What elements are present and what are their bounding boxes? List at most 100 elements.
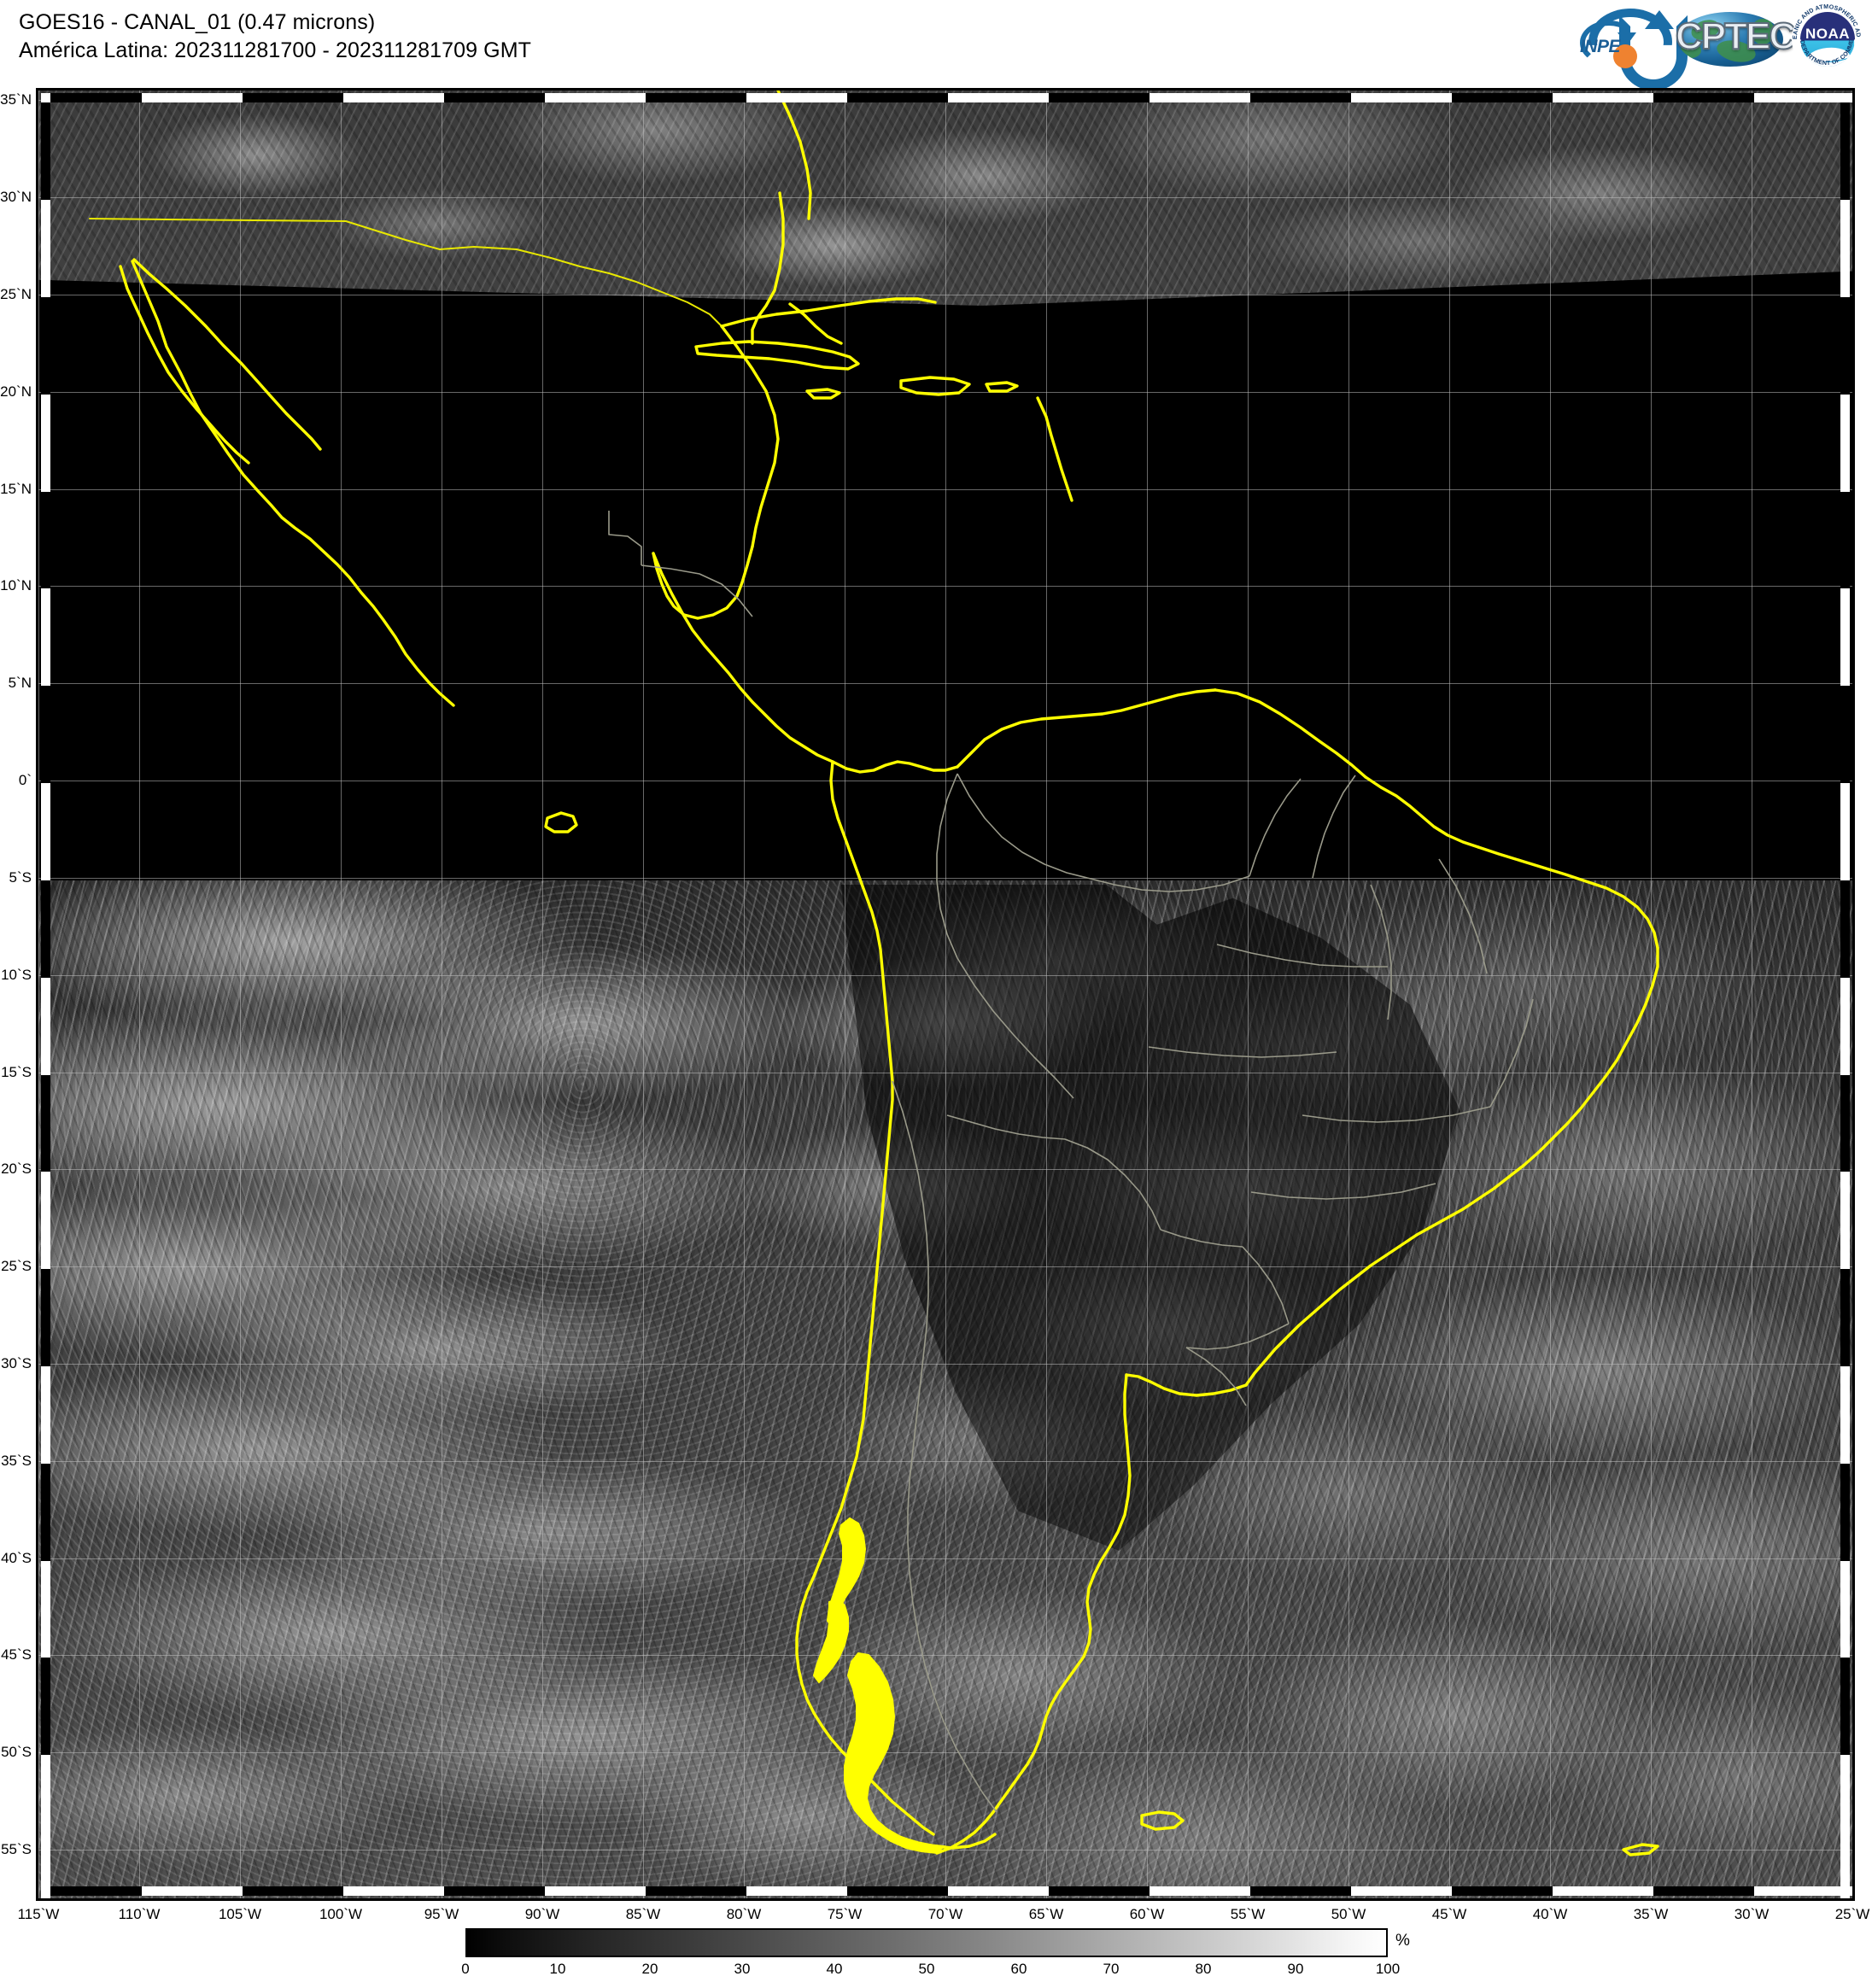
coastline-lesser-antilles [1036, 396, 1073, 502]
axis-tick-segment [41, 686, 50, 784]
logo-group: INPE CPTEC NOAA [1575, 2, 1869, 91]
cptec-globe-shape [1677, 12, 1783, 67]
noaa-ring-text-top: NATIONAL OCEANIC AND ATMOSPHERIC ADMINIS… [1792, 3, 1862, 39]
longitude-tick-label: 75`W [827, 1906, 863, 1922]
coastline-panama-isthmus [845, 760, 959, 774]
colorbar-tick-label: 80 [1195, 1961, 1212, 1977]
colorbar-tick-label: 40 [826, 1961, 843, 1977]
longitude-tick-label: 55`W [1230, 1906, 1266, 1922]
colorbar-gradient [465, 1928, 1388, 1957]
noaa-seal-ring: NOAA [1792, 3, 1863, 75]
noaa-logo-icon: NOAA NATIONAL OCEANIC AND ATMOSPHERIC AD… [1790, 2, 1869, 75]
longitude-tick-label: 110`W [118, 1906, 161, 1922]
satellite-map[interactable] [36, 88, 1855, 1901]
border-guyana-suriname [1249, 778, 1302, 877]
colorbar-tick-label: 100 [1375, 1961, 1401, 1977]
axis-tickbar-left [41, 93, 50, 1898]
latitude-tick-label: 20`N [0, 383, 32, 400]
colorbar-tick-label: 10 [549, 1961, 566, 1977]
latitude-tick-label: 35`N [0, 91, 32, 108]
longitude-tick-label: 65`W [1028, 1906, 1064, 1922]
axis-tick-segment [1840, 491, 1850, 589]
axis-tick-segment [1653, 93, 1754, 102]
border-brazil-states-1 [1370, 884, 1392, 1020]
axis-tick-segment [41, 1886, 142, 1896]
coastline-falkland-islands [1140, 1810, 1185, 1831]
coastline-brazil-south [1244, 1233, 1419, 1387]
colorbar: % 0 10 20 30 40 50 60 70 80 90 100 [0, 1928, 1872, 1988]
map-canvas[interactable] [38, 91, 1852, 1898]
coastline-argentina-east [935, 1373, 1132, 1855]
axis-tick-segment [41, 491, 50, 589]
axis-tick-segment [1840, 1463, 1850, 1561]
longitude-tick-label: 80`W [726, 1906, 762, 1922]
longitude-tick-label: 60`W [1129, 1906, 1165, 1922]
coastline-brazil-northeast [1477, 845, 1659, 950]
latitude-tick-label: 10`N [0, 577, 32, 594]
axis-tick-segment [646, 93, 746, 102]
coastline-peru-chile-west [795, 760, 935, 1836]
border-paraguay-argentina [1185, 1323, 1290, 1350]
border-uruguay-brazil [1185, 1347, 1247, 1406]
axis-tick-segment [1452, 1886, 1553, 1896]
axis-tick-segment [1049, 93, 1150, 102]
inpe-orange-circle [1613, 44, 1637, 68]
colorbar-tick-label: 90 [1287, 1961, 1304, 1977]
latitude-tick-label: 25`S [1, 1258, 32, 1275]
axis-tick-segment [1840, 1658, 1850, 1756]
inpe-logo-text: INPE [1580, 37, 1621, 56]
colorbar-tick-label: 70 [1103, 1961, 1120, 1977]
noaa-seal-inner: NOAA [1800, 12, 1855, 67]
coastline-yucatan [652, 545, 754, 620]
latitude-tick-label: 30`S [1, 1355, 32, 1371]
page-title: GOES16 - CANAL_01 (0.47 microns) [19, 10, 376, 34]
colorbar-tick-label: 60 [1010, 1961, 1027, 1977]
border-paraguay-brazil [1242, 1246, 1290, 1324]
axis-tick-segment [1840, 686, 1850, 784]
longitude-tick-label: 70`W [927, 1906, 963, 1922]
border-honduras-nicaragua [641, 564, 753, 617]
axis-tick-segment [1840, 297, 1850, 395]
border-brazil-states-5 [1302, 1106, 1491, 1123]
coastline-gulf-of-california [119, 265, 250, 465]
axis-tick-segment [41, 1074, 50, 1172]
inpe-logo-icon: INPE [1575, 2, 1688, 91]
longitude-tick-label: 95`W [424, 1906, 459, 1922]
border-brazil-states-6 [1489, 998, 1534, 1108]
colorbar-tick-label: 30 [734, 1961, 751, 1977]
cptec-logo-icon: CPTEC [1675, 2, 1797, 73]
longitude-tick-label: 85`W [625, 1906, 661, 1922]
longitude-tick-label: 35`W [1633, 1906, 1669, 1922]
coastline-mexico-gulf [720, 325, 780, 548]
coastline-brazil-east [1415, 946, 1659, 1237]
longitude-tick-label: 100`W [319, 1906, 363, 1922]
inpe-arrow-up-icon [1645, 10, 1674, 29]
axis-tick-segment [1840, 1074, 1850, 1172]
latitude-tick-label: 10`S [1, 966, 32, 983]
header: GOES16 - CANAL_01 (0.47 microns) América… [0, 0, 1872, 91]
latitude-tick-label: 5`S [9, 868, 32, 886]
longitude-tick-label: 115`W [17, 1906, 60, 1922]
border-brazil-states-7 [1250, 1183, 1436, 1200]
colorbar-tick-labels: 0 10 20 30 40 50 60 70 80 90 100 [0, 1961, 1872, 1985]
latitude-tick-label: 30`N [0, 189, 32, 206]
axis-tick-segment [1840, 1269, 1850, 1366]
latitude-tick-label: 40`S [1, 1549, 32, 1566]
coastline-central-america [652, 552, 848, 770]
axis-tick-segment [41, 93, 142, 102]
coastline-baja-peninsula-east [132, 258, 322, 451]
cptec-landmass-3 [1751, 19, 1775, 44]
cptec-logo-text: CPTEC [1675, 15, 1797, 58]
axis-tick-segment [1250, 93, 1351, 102]
coastline-florida [751, 191, 785, 345]
latitude-tick-label: 45`S [1, 1646, 32, 1663]
axis-tick-segment [41, 1658, 50, 1756]
colorbar-tick-label: 50 [918, 1961, 935, 1977]
longitude-tick-label: 25`W [1834, 1906, 1870, 1922]
coastline-us-east [776, 91, 812, 220]
coastline-hispaniola [899, 376, 971, 396]
axis-tick-segment [444, 1886, 545, 1896]
longitude-tick-label: 30`W [1734, 1906, 1770, 1922]
border-peru-bolivia [946, 1114, 1066, 1140]
latitude-tick-label: 25`N [0, 286, 32, 303]
